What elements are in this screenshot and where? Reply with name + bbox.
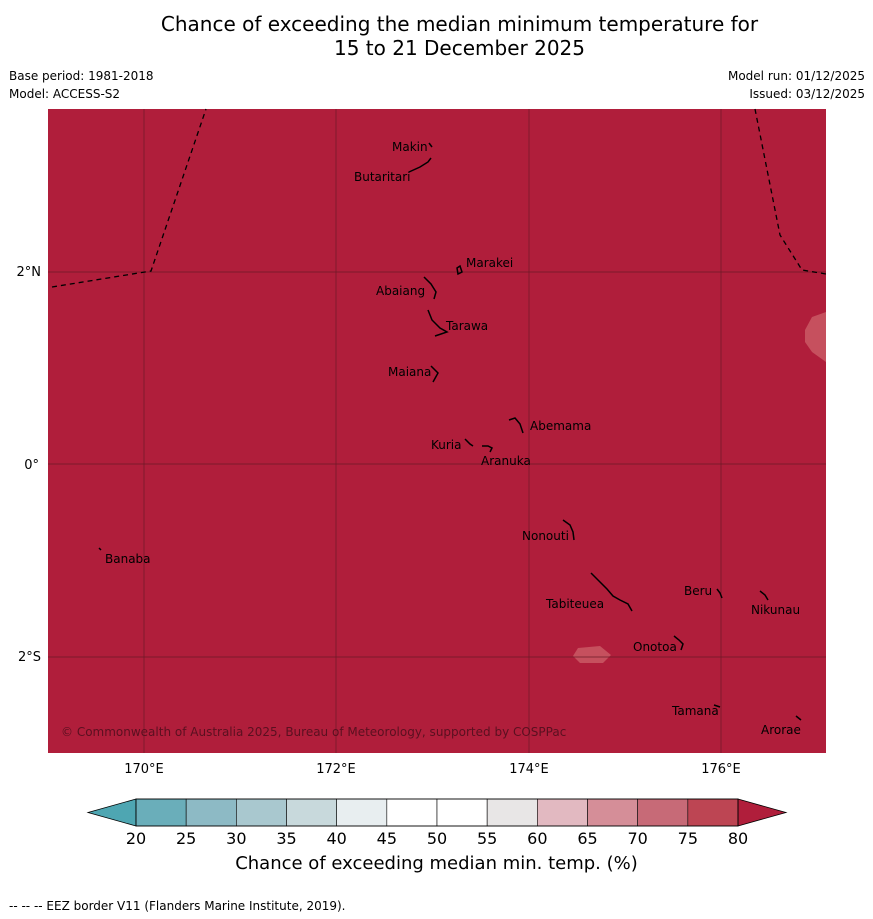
- eez-border-west: [51, 108, 207, 288]
- colorbar-tick-label: 30: [226, 829, 246, 848]
- colorbar-segment: [135, 798, 187, 827]
- colorbar-segments: [135, 798, 739, 827]
- meta-right: Model run: 01/12/2025 Issued: 03/12/2025: [728, 67, 865, 103]
- island-butaritari: [408, 157, 432, 173]
- eez-legend-note: -- -- -- EEZ border V11 (Flanders Marine…: [9, 899, 346, 913]
- colorbar-tick-label: 35: [276, 829, 296, 848]
- place-label: Marakei: [466, 256, 513, 270]
- colorbar-tick-label: 60: [527, 829, 547, 848]
- place-label: Abaiang: [376, 284, 425, 298]
- colorbar-segment: [436, 798, 488, 827]
- colorbar-segment: [236, 798, 287, 827]
- colorbar-tick-labels: 20 25 30 35 40 45 50 55 60 65 70 75 80: [126, 829, 748, 848]
- colorbar-tick-label: 50: [427, 829, 447, 848]
- island-marakei: [456, 264, 463, 276]
- place-labels: Makin Butaritari Marakei Abaiang Tarawa …: [105, 140, 801, 737]
- place-label: Banaba: [105, 552, 151, 566]
- lat-tick-label: 2°N: [17, 265, 42, 280]
- place-label: Arorae: [761, 723, 801, 737]
- island-arorae: [795, 715, 802, 721]
- place-label: Kuria: [431, 438, 462, 452]
- map-title-line1: Chance of exceeding the median minimum t…: [160, 12, 759, 36]
- colorbar-tick-label: 65: [577, 829, 597, 848]
- lon-tick-label: 174°E: [509, 762, 549, 777]
- colorbar-tick-label: 45: [377, 829, 397, 848]
- colorbar-tick-label: 80: [728, 829, 748, 848]
- map-area: Makin Butaritari Marakei Abaiang Tarawa …: [48, 108, 827, 753]
- colorbar-underflow-arrow: [86, 798, 137, 827]
- colorbar-segment: [637, 798, 689, 827]
- place-label: Maiana: [388, 365, 431, 379]
- island-tarawa: [427, 309, 449, 337]
- island-abemama: [508, 417, 524, 434]
- colorbar-overflow-arrow: [737, 798, 788, 827]
- colorbar-segment: [486, 798, 538, 827]
- colorbar-segment: [386, 798, 438, 827]
- place-label: Nikunau: [751, 603, 800, 617]
- lon-tick-label: 172°E: [316, 762, 356, 777]
- island-onotoa: [673, 635, 684, 651]
- place-label: Beru: [684, 584, 712, 598]
- island-aranuka: [482, 445, 494, 453]
- colorbar-tick-label: 40: [326, 829, 346, 848]
- probability-field: [48, 109, 826, 753]
- island-maiana: [430, 365, 439, 383]
- base-period-text: Base period: 1981-2018: [9, 69, 154, 83]
- model-run-text: Model run: 01/12/2025: [727, 69, 865, 83]
- colorbar-tick-label: 25: [176, 829, 196, 848]
- probability-patch-east: [805, 312, 826, 362]
- colorbar-tick-label: 20: [126, 829, 146, 848]
- place-label: Abemama: [530, 419, 591, 433]
- colorbar-segment: [687, 798, 739, 827]
- place-label: Onotoa: [633, 640, 677, 654]
- eez-border-east: [754, 108, 827, 275]
- meta-left: Base period: 1981-2018 Model: ACCESS-S2: [9, 67, 154, 103]
- model-text: Model: ACCESS-S2: [9, 87, 121, 101]
- copyright-watermark: © Commonwealth of Australia 2025, Bureau…: [61, 725, 566, 739]
- colorbar-tick-label: 70: [627, 829, 647, 848]
- graticule: [48, 109, 826, 753]
- island-outlines: [98, 142, 802, 721]
- colorbar-title: Chance of exceeding median min. temp. (%…: [235, 853, 638, 874]
- island-makin: [428, 142, 433, 148]
- lon-tick-label: 170°E: [124, 762, 164, 777]
- place-label: Tamana: [671, 704, 719, 718]
- island-tabiteuea: [590, 572, 633, 612]
- place-label: Makin: [392, 140, 428, 154]
- island-nikunau: [759, 590, 769, 601]
- lon-tick-label: 176°E: [701, 762, 741, 777]
- island-nonouti: [562, 519, 575, 541]
- colorbar-segment: [286, 798, 337, 827]
- colorbar-segment: [537, 798, 588, 827]
- map-title-line2: 15 to 21 December 2025: [333, 36, 585, 60]
- place-label: Aranuka: [481, 454, 531, 468]
- issued-text: Issued: 03/12/2025: [749, 87, 865, 101]
- island-tamana: [713, 704, 721, 708]
- colorbar: 20 25 30 35 40 45 50 55 60 65 70 75 80: [86, 798, 788, 848]
- colorbar-segment: [587, 798, 638, 827]
- colorbar-tick-label: 75: [678, 829, 698, 848]
- colorbar-segment: [185, 798, 237, 827]
- lat-tick-label: 2°S: [18, 650, 41, 665]
- colorbar-segment: [336, 798, 388, 827]
- place-label: Tabiteuea: [545, 597, 604, 611]
- place-label: Nonouti: [522, 529, 569, 543]
- lat-tick-label: 0°: [24, 458, 39, 473]
- colorbar-frame: [135, 798, 739, 827]
- place-label: Tarawa: [445, 319, 488, 333]
- island-banaba: [98, 547, 102, 551]
- place-label: Butaritari: [354, 170, 411, 184]
- eez-border: [51, 108, 827, 288]
- island-beru: [716, 588, 723, 599]
- colorbar-tick-label: 55: [477, 829, 497, 848]
- island-abaiang: [423, 276, 437, 300]
- island-kuria: [464, 438, 474, 447]
- axis-tick-labels: 170°E 172°E 174°E 176°E 2°N 0° 2°S: [17, 265, 741, 777]
- probability-patch-south: [573, 646, 611, 663]
